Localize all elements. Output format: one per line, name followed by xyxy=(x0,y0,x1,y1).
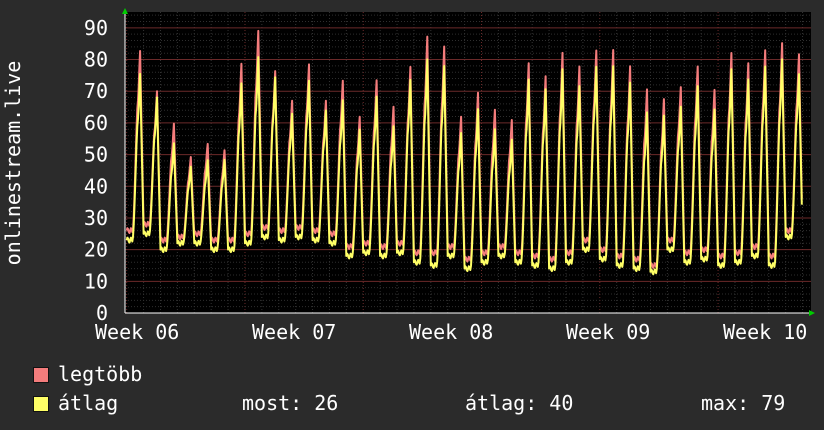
x-tick-label: Week 07 xyxy=(252,320,336,344)
x-tick-label: Week 10 xyxy=(723,320,807,344)
y-tick-label: 0 xyxy=(96,301,108,325)
plot-background xyxy=(125,12,811,313)
y-tick-label: 30 xyxy=(84,206,108,230)
legend-label-atlag: átlag xyxy=(58,391,119,415)
y-tick-label: 20 xyxy=(84,238,108,262)
y-tick-label: 80 xyxy=(84,48,108,72)
y-tick-label: 40 xyxy=(84,174,108,198)
y-tick-label: 90 xyxy=(84,16,108,40)
legend-label-legtobb: legtöbb xyxy=(58,362,143,386)
y-axis-arrow-icon xyxy=(122,8,128,14)
stat-now: most: 26 xyxy=(242,391,339,415)
y-tick-label: 50 xyxy=(84,143,108,167)
series-lines xyxy=(125,29,803,276)
y-axis-title: onlinestream.live xyxy=(1,61,25,266)
legend-swatch-legtobb xyxy=(33,367,49,383)
y-tick-label: 10 xyxy=(84,269,108,293)
stat-average: átlag: 40 xyxy=(465,391,574,415)
legend-swatch-atlag xyxy=(33,396,49,412)
x-tick-labels: Week 06 Week 07 Week 08 Week 09 Week 10 xyxy=(95,320,807,344)
x-tick-label: Week 06 xyxy=(95,320,179,344)
vertical-grid xyxy=(126,12,804,313)
x-axis-arrow-icon xyxy=(809,310,815,316)
stat-max: max: 79 xyxy=(701,391,786,415)
x-tick-label: Week 09 xyxy=(566,320,650,344)
y-tick-label: 70 xyxy=(84,79,108,103)
series-line-atlag xyxy=(125,56,803,276)
y-tick-labels: 0 10 20 30 40 50 60 70 80 90 xyxy=(84,16,108,325)
y-tick-label: 60 xyxy=(84,111,108,135)
x-tick-label: Week 08 xyxy=(409,320,493,344)
